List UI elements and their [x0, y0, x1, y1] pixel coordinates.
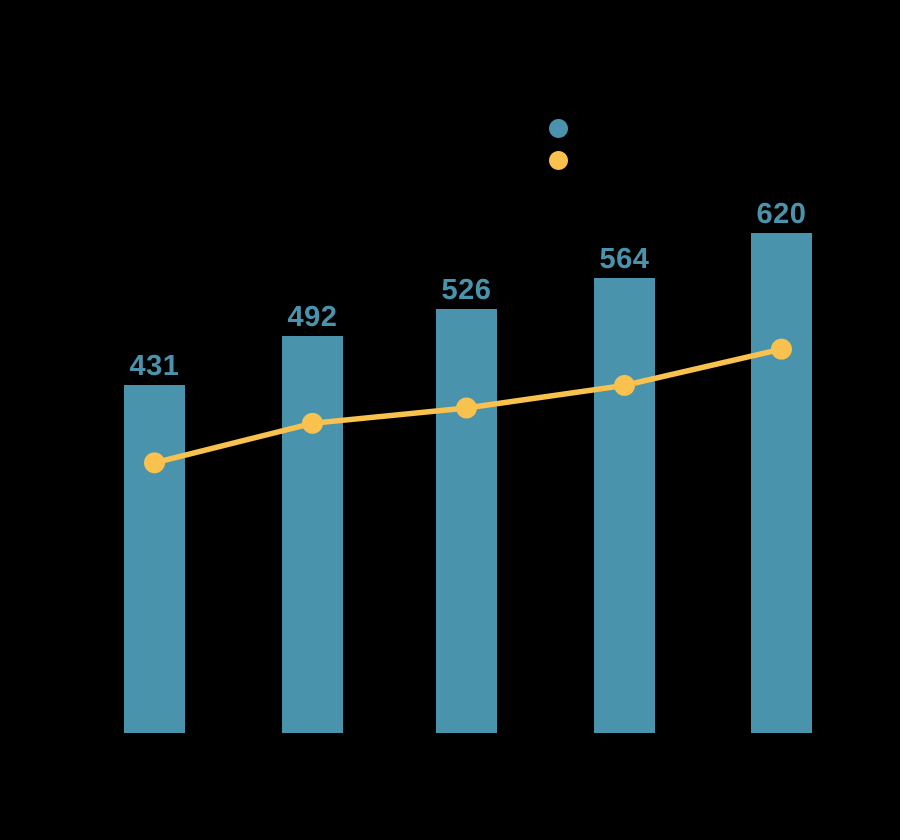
bar-value-label: 620 [756, 198, 807, 230]
legend-marker-line-series-icon [548, 150, 568, 170]
bar-value-label: 526 [441, 274, 492, 306]
bar-value-label: 431 [129, 350, 180, 382]
bar [751, 233, 812, 733]
bar [436, 309, 497, 733]
bar-value-label: 492 [287, 301, 338, 333]
bar [594, 278, 655, 733]
legend-marker-bar-series-icon [548, 118, 568, 138]
bar [124, 385, 185, 733]
bar-value-label: 564 [599, 243, 650, 275]
bar [282, 336, 343, 733]
